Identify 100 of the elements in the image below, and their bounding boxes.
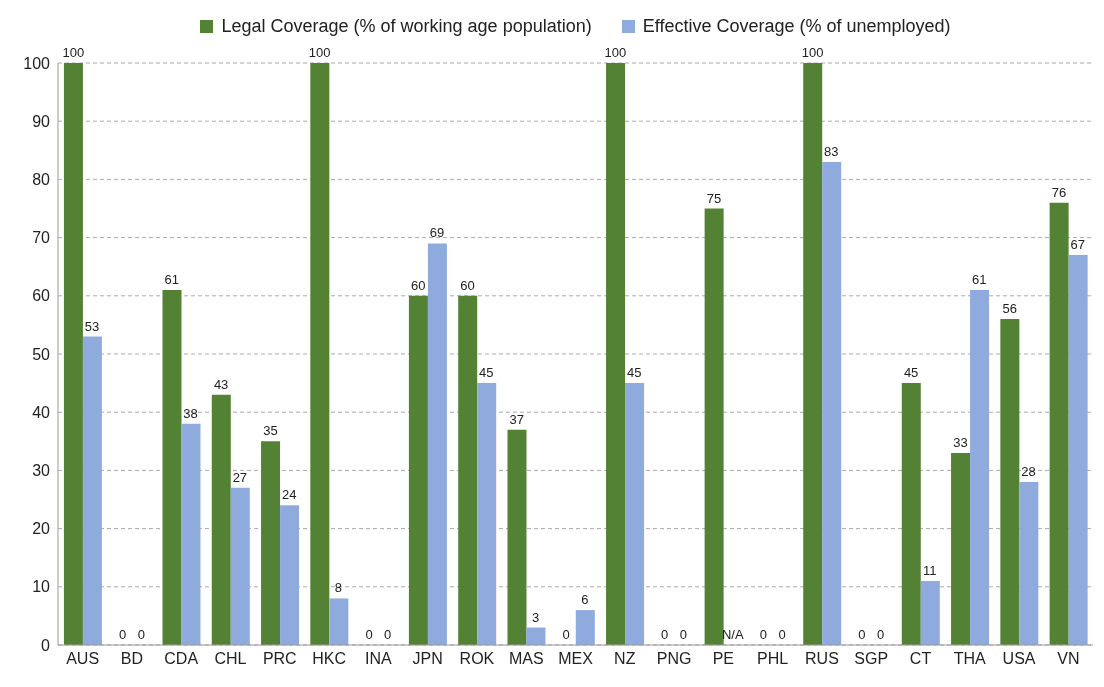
data-label: 45 [626,365,642,381]
bar [230,487,250,645]
bar [261,441,281,645]
data-label: 100 [801,45,824,60]
bar [822,161,842,645]
bar [606,63,626,645]
bar [1049,202,1069,645]
data-label: 100 [308,45,331,60]
x-tick-label: SGP [854,650,889,668]
bar [310,63,330,645]
data-label: 27 [232,469,248,485]
x-tick-label: MEX [558,650,594,668]
x-tick-label: PRC [262,650,297,668]
data-label: 0 [661,627,669,642]
x-tick-label: CHL [214,650,247,668]
data-label: 6 [581,592,589,608]
data-label: 0 [562,627,570,642]
x-tick-label: THA [953,650,987,668]
data-label: 3 [531,609,540,625]
bar [427,243,447,645]
bar [63,63,83,645]
x-tick-label: PNG [656,650,692,668]
x-tick-label: PHL [757,650,789,668]
data-label: 0 [365,627,373,642]
data-label: 53 [84,318,100,334]
x-tick-label: PE [712,650,735,668]
bar [1000,319,1020,645]
x-tick-label: ROK [459,650,495,668]
y-tick-label: 80 [32,171,51,189]
data-label: 0 [778,627,786,642]
y-tick-label: 40 [32,403,51,421]
data-label: 56 [1002,301,1017,317]
bar [526,627,546,645]
data-label: 0 [384,627,392,642]
data-label: 11 [923,562,937,578]
bar [970,289,990,645]
data-label: 83 [824,143,839,159]
x-tick-label: USA [1002,650,1036,668]
data-label: 60 [411,277,426,293]
data-label: 24 [281,487,297,503]
data-label: 38 [183,405,198,421]
data-label: 61 [164,271,180,287]
y-tick-label: 100 [23,54,51,72]
bar [1019,482,1039,645]
legend-label: Effective Coverage (% of unemployed) [642,16,951,37]
x-tick-label: AUS [66,650,100,668]
x-tick-label: NZ [614,650,636,668]
bar [408,295,428,645]
bar [458,295,478,645]
bar [507,429,527,645]
data-label: 100 [604,45,627,60]
y-tick-label: 20 [32,520,51,538]
x-tick-label: JPN [412,650,443,668]
data-label: 0 [137,627,145,642]
bar [920,580,940,645]
y-tick-label: 30 [32,462,51,480]
data-label: 28 [1021,464,1036,480]
bar [1068,255,1088,645]
y-tick-label: 10 [32,578,51,596]
y-tick-label: 50 [32,345,51,363]
bar [625,383,645,645]
data-label: 8 [334,580,343,596]
y-tick-label: 90 [32,112,51,130]
x-tick-label: RUS [805,650,839,668]
x-tick-label: CDA [164,650,199,668]
y-tick-label: 70 [32,229,51,247]
data-label: 67 [1070,237,1085,253]
data-label: 69 [429,225,445,241]
bar [162,289,182,645]
data-label: 0 [679,627,688,642]
bar [329,598,349,645]
data-label: 0 [876,627,885,642]
data-label: 45 [479,365,494,381]
data-label: 37 [509,411,525,427]
data-label: 35 [263,423,278,439]
data-label: 100 [62,45,85,60]
bar [951,452,971,645]
bar [181,423,201,645]
bar [803,63,823,645]
data-label: 60 [460,277,475,293]
data-label: 43 [213,376,229,392]
x-tick-label: MAS [508,650,544,668]
bar [575,610,595,645]
data-label: 0 [759,627,767,642]
data-label: 75 [706,190,722,206]
x-tick-label: HKC [312,650,346,668]
bar [901,383,921,645]
x-tick-label: VN [1057,650,1080,668]
data-label: 61 [971,271,987,287]
y-tick-label: 0 [41,636,51,654]
data-label: 0 [118,627,127,642]
bar [211,394,231,645]
y-tick-label: 60 [32,287,51,305]
bar [82,336,102,645]
legend-label: Legal Coverage (% of working age population) [221,16,592,37]
bar [280,505,300,645]
bar [477,383,497,645]
x-tick-label: BD [120,650,144,668]
data-label: 33 [953,434,968,450]
data-label: 76 [1051,184,1067,200]
